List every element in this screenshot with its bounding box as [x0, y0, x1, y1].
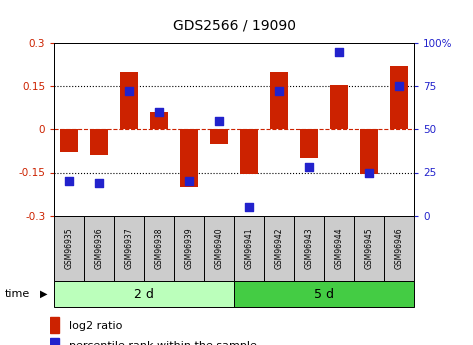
Point — [125, 89, 133, 94]
Point — [365, 170, 373, 175]
Bar — [120, 72, 138, 129]
Text: percentile rank within the sample: percentile rank within the sample — [69, 341, 257, 345]
Bar — [360, 129, 378, 174]
Text: GSM96946: GSM96946 — [394, 228, 403, 269]
Bar — [210, 129, 228, 144]
Bar — [144, 216, 174, 281]
Point — [395, 83, 403, 89]
Bar — [354, 216, 384, 281]
Bar — [90, 129, 108, 155]
Bar — [240, 129, 258, 174]
Bar — [204, 216, 234, 281]
Bar — [324, 216, 354, 281]
Bar — [300, 129, 318, 158]
Point — [185, 178, 193, 184]
Bar — [50, 337, 59, 345]
Bar — [234, 281, 414, 307]
Text: GSM96936: GSM96936 — [95, 228, 104, 269]
Point — [96, 180, 103, 186]
Text: GSM96945: GSM96945 — [364, 228, 374, 269]
Text: GDS2566 / 19090: GDS2566 / 19090 — [173, 19, 296, 33]
Text: ▶: ▶ — [40, 289, 48, 299]
Text: GSM96943: GSM96943 — [305, 228, 314, 269]
Bar — [54, 281, 234, 307]
Text: GSM96939: GSM96939 — [184, 228, 194, 269]
Bar — [180, 129, 198, 187]
Point — [245, 204, 253, 210]
Bar — [264, 216, 294, 281]
Text: GSM96937: GSM96937 — [125, 228, 134, 269]
Point — [305, 165, 313, 170]
Bar — [390, 66, 408, 129]
Point — [275, 89, 283, 94]
Text: GSM96938: GSM96938 — [155, 228, 164, 269]
Bar — [50, 317, 59, 333]
Point — [66, 178, 73, 184]
Text: time: time — [5, 289, 30, 299]
Point — [335, 49, 343, 55]
Bar — [150, 112, 168, 129]
Bar — [54, 216, 84, 281]
Text: GSM96942: GSM96942 — [274, 228, 284, 269]
Bar — [61, 129, 79, 152]
Text: GSM96941: GSM96941 — [245, 228, 254, 269]
Text: 5 d: 5 d — [314, 288, 334, 300]
Point — [156, 109, 163, 115]
Text: GSM96935: GSM96935 — [65, 228, 74, 269]
Bar — [330, 85, 348, 129]
Bar — [234, 216, 264, 281]
Text: GSM96940: GSM96940 — [215, 228, 224, 269]
Bar — [270, 72, 288, 129]
Bar — [384, 216, 414, 281]
Bar — [84, 216, 114, 281]
Bar — [294, 216, 324, 281]
Bar — [114, 216, 144, 281]
Bar — [174, 216, 204, 281]
Text: log2 ratio: log2 ratio — [69, 321, 123, 331]
Text: GSM96944: GSM96944 — [334, 228, 343, 269]
Text: 2 d: 2 d — [134, 288, 154, 300]
Point — [215, 118, 223, 124]
